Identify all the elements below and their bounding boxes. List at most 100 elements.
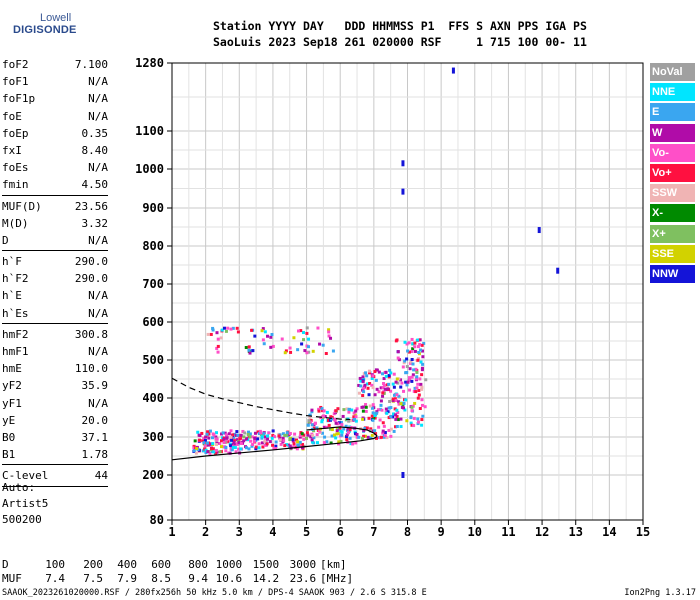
param-name: foEs bbox=[2, 161, 29, 175]
echo-point bbox=[288, 438, 292, 442]
echo-point bbox=[305, 344, 309, 348]
param-row: h`F 290.0 bbox=[2, 253, 108, 270]
echo-point bbox=[348, 436, 352, 440]
echo-point bbox=[256, 430, 260, 434]
echo-point bbox=[283, 433, 287, 437]
plot-frame bbox=[171, 62, 644, 521]
x-tick-label: 11 bbox=[501, 525, 515, 539]
echo-point bbox=[285, 433, 289, 437]
echo-point bbox=[220, 328, 224, 332]
echo-point bbox=[310, 438, 314, 442]
param-value: N/A bbox=[88, 345, 108, 358]
echo-point bbox=[367, 369, 371, 373]
echo-point bbox=[308, 413, 312, 417]
echo-point bbox=[410, 423, 414, 427]
echo-point bbox=[242, 439, 246, 443]
echo-point bbox=[421, 355, 425, 359]
footer-version: Ion2Png 1.3.17 bbox=[624, 588, 696, 598]
y-tick-label: 600 bbox=[142, 315, 164, 329]
echo-point bbox=[407, 341, 411, 345]
echo-point bbox=[421, 362, 425, 366]
echo-point bbox=[216, 337, 220, 341]
echo-point bbox=[207, 436, 211, 440]
echo-point bbox=[373, 429, 377, 433]
echo-point bbox=[378, 418, 382, 422]
echo-point bbox=[237, 441, 241, 445]
echo-point bbox=[211, 447, 215, 451]
echo-point bbox=[387, 428, 391, 432]
param-name: MUF(D) bbox=[2, 199, 42, 213]
echo-point bbox=[418, 407, 422, 411]
echo-point bbox=[192, 444, 196, 448]
echo-point bbox=[192, 446, 196, 450]
echo-point bbox=[417, 389, 421, 393]
echo-point bbox=[250, 444, 254, 448]
echo-point bbox=[296, 443, 300, 447]
echo-point bbox=[345, 438, 349, 442]
echo-point bbox=[391, 382, 395, 386]
echo-point bbox=[243, 431, 247, 435]
echo-point bbox=[402, 401, 406, 405]
echo-point bbox=[361, 380, 365, 384]
param-value: 8.40 bbox=[81, 143, 109, 157]
echo-point bbox=[362, 390, 366, 394]
echo-point bbox=[347, 410, 351, 414]
echo-point bbox=[260, 329, 264, 333]
echo-point bbox=[370, 406, 374, 410]
echo-point bbox=[266, 434, 270, 438]
param-row: foEp 0.35 bbox=[2, 125, 108, 142]
echo-point bbox=[198, 438, 202, 442]
echo-point bbox=[292, 442, 296, 446]
echo-point bbox=[211, 436, 215, 440]
echo-point bbox=[306, 345, 310, 349]
echo-point bbox=[272, 446, 276, 450]
echo-point bbox=[410, 350, 414, 354]
echo-point bbox=[231, 433, 235, 437]
echo-point bbox=[305, 326, 309, 330]
echo-point bbox=[263, 439, 267, 443]
param-value: 110.0 bbox=[74, 362, 108, 376]
echo-point bbox=[385, 411, 389, 415]
echo-point bbox=[339, 429, 343, 433]
echo-point bbox=[253, 334, 257, 338]
param-row: hmF1 N/A bbox=[2, 343, 108, 360]
echo-point bbox=[280, 337, 284, 341]
echo-point bbox=[300, 446, 304, 450]
echo-point bbox=[416, 422, 420, 426]
row-value: 9.4 bbox=[188, 572, 209, 585]
echo-point bbox=[357, 435, 361, 439]
echo-point bbox=[250, 435, 254, 439]
echo-point bbox=[260, 441, 264, 445]
echo-point bbox=[324, 352, 328, 356]
echo-point bbox=[224, 446, 228, 450]
echo-point-isolated bbox=[556, 267, 560, 274]
echo-point bbox=[352, 415, 356, 419]
echo-point bbox=[334, 409, 338, 413]
echo-point-isolated bbox=[401, 188, 405, 195]
echo-point bbox=[397, 394, 401, 398]
echo-point bbox=[253, 436, 257, 440]
echo-point bbox=[420, 366, 424, 370]
echo-point bbox=[288, 431, 292, 435]
param-name: C-level bbox=[2, 469, 49, 483]
echo-point bbox=[404, 380, 408, 384]
echo-point bbox=[325, 440, 329, 444]
legend-item-sse: SSE bbox=[650, 244, 695, 263]
row-label: D bbox=[2, 558, 9, 571]
echo-point bbox=[322, 425, 326, 429]
echo-point bbox=[399, 378, 403, 382]
echo-point bbox=[252, 439, 256, 443]
echo-point bbox=[412, 416, 416, 420]
echo-point bbox=[361, 409, 365, 413]
echo-point bbox=[368, 404, 372, 408]
echo-point bbox=[359, 384, 363, 388]
echo-point bbox=[291, 439, 295, 443]
echo-point bbox=[354, 441, 358, 445]
echo-point bbox=[327, 334, 331, 338]
param-value: 290.0 bbox=[74, 255, 108, 269]
echo-point bbox=[216, 344, 220, 348]
echo-point bbox=[224, 449, 228, 453]
echo-point bbox=[327, 330, 331, 334]
x-tick-label: 14 bbox=[602, 525, 616, 539]
echo-point bbox=[342, 408, 346, 412]
